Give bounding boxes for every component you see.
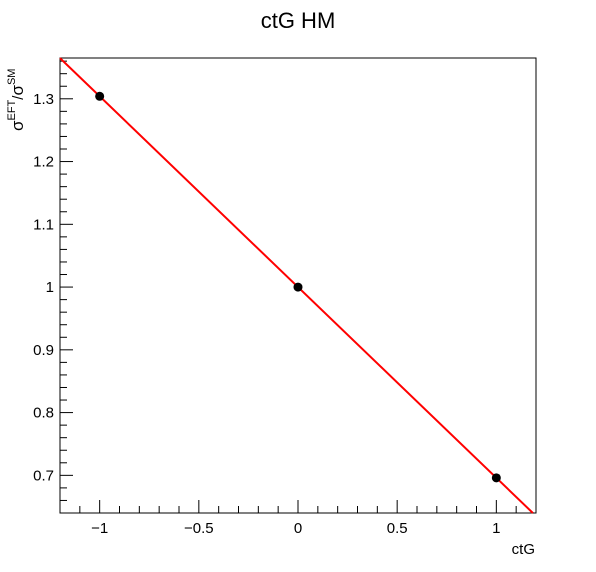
y-tick-label: 1.1	[33, 216, 54, 233]
y-axis-sigma-2: σ	[8, 85, 27, 96]
data-point	[293, 282, 303, 292]
y-axis-tick-labels: 0.7 0.8 0.9 1 1.1 1.2 1.3	[33, 91, 54, 485]
chart-title: ctG HM	[261, 8, 336, 33]
y-tick-label: 1	[46, 279, 54, 296]
x-tick-label: 1	[492, 520, 500, 537]
y-axis-sigma-1: σ	[8, 120, 27, 131]
x-tick-label: −1	[91, 520, 108, 537]
x-tick-label: −0.5	[184, 520, 214, 537]
x-axis-tick-labels: −1 −0.5 0 0.5 1	[91, 520, 500, 537]
y-tick-label: 1.3	[33, 91, 54, 108]
x-tick-label: 0	[294, 520, 302, 537]
data-point	[491, 473, 501, 483]
y-axis-slash: /	[10, 95, 27, 100]
y-axis-sup-eft: EFT	[6, 99, 18, 120]
y-tick-label: 0.8	[33, 405, 54, 422]
y-axis-title: σEFT/σSM	[6, 69, 27, 131]
y-tick-label: 0.7	[33, 467, 54, 484]
y-tick-label: 1.2	[33, 154, 54, 171]
x-axis-title: ctG	[512, 541, 535, 558]
y-axis-sup-sm: SM	[6, 69, 18, 86]
y-tick-label: 0.9	[33, 342, 54, 359]
x-axis-ticks	[59, 500, 537, 513]
data-point	[95, 91, 105, 101]
x-tick-label: 0.5	[387, 520, 408, 537]
y-axis-ticks	[60, 60, 73, 514]
data-points-layer	[95, 91, 501, 483]
